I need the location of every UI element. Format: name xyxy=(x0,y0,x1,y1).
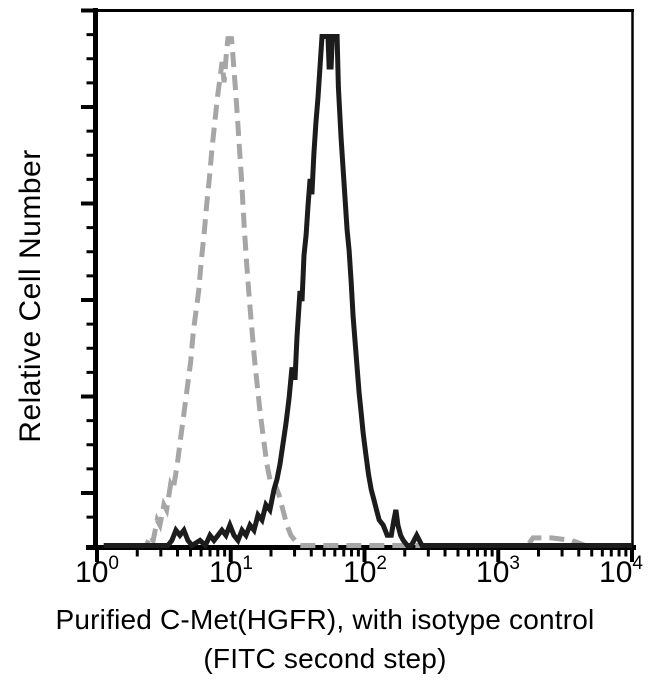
x-axis-title-line1: Purified C-Met(HGFR), with isotype contr… xyxy=(55,604,595,635)
x-axis-tick-label-1e1: 101 xyxy=(209,553,253,589)
series-solid-curve xyxy=(103,34,632,550)
x-axis-tick-label-1e3: 103 xyxy=(476,553,520,589)
x-axis-tick-label-1e2: 102 xyxy=(343,553,387,589)
x-axis-tick-label-1e0: 100 xyxy=(75,553,119,589)
y-axis-label: Relative Cell Number xyxy=(14,149,47,443)
x-axis-tick-label-1e4: 104 xyxy=(599,553,643,589)
series-dashed-curve xyxy=(137,36,632,548)
x-axis-title-line2: (FITC second step) xyxy=(203,643,447,674)
